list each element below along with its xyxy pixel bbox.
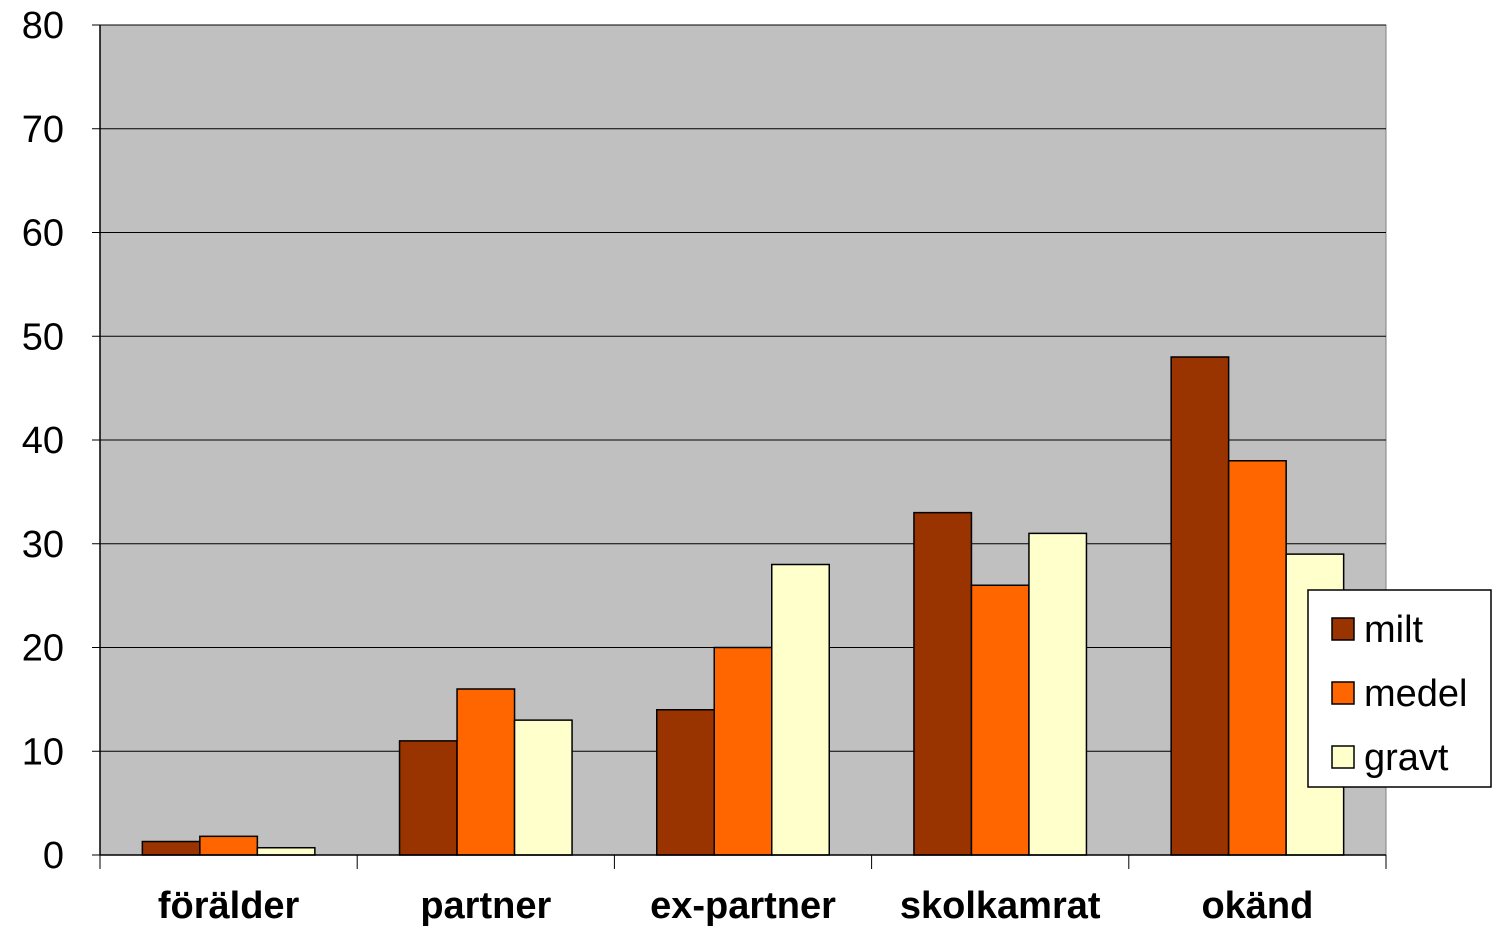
x-category-label: förälder bbox=[158, 885, 300, 927]
y-tick-label: 0 bbox=[43, 835, 64, 877]
bar-medel-2 bbox=[713, 646, 773, 856]
y-tick-label: 60 bbox=[22, 213, 64, 255]
y-tick-label: 50 bbox=[22, 316, 64, 358]
legend-swatch-gravt bbox=[1331, 745, 1355, 769]
bar-medel-0 bbox=[199, 835, 259, 856]
legend: milt medel gravt bbox=[1307, 589, 1492, 788]
bars bbox=[141, 356, 1345, 856]
x-category-label: partner bbox=[420, 885, 551, 927]
x-category-label: skolkamrat bbox=[900, 885, 1101, 927]
y-tick-label: 20 bbox=[22, 628, 64, 670]
bar-milt-3 bbox=[913, 511, 973, 856]
y-tick-label: 70 bbox=[22, 109, 64, 151]
y-tick-label: 10 bbox=[22, 731, 64, 773]
bar-medel-4 bbox=[1227, 460, 1287, 856]
bar-medel-3 bbox=[970, 584, 1030, 856]
bar-milt-1 bbox=[398, 740, 458, 856]
x-axis: förälder partner ex-partner skolkamrat okänd bbox=[99, 25, 1387, 927]
legend-label-medel: medel bbox=[1364, 673, 1468, 715]
bar-milt-4 bbox=[1170, 356, 1230, 856]
bar-medel-1 bbox=[456, 688, 516, 856]
bar-milt-2 bbox=[656, 709, 715, 856]
bar-gravt-1 bbox=[513, 719, 573, 856]
bar-gravt-2 bbox=[771, 563, 830, 856]
bar-gravt-3 bbox=[1028, 532, 1088, 856]
y-axis-ticks: 0 10 20 30 40 50 60 70 80 bbox=[22, 5, 100, 877]
bar-gravt-0 bbox=[256, 846, 316, 856]
legend-swatch-milt bbox=[1331, 617, 1355, 641]
y-tick-label: 40 bbox=[22, 420, 64, 462]
x-category-label: ex-partner bbox=[650, 885, 836, 927]
bar-milt-0 bbox=[141, 840, 201, 856]
legend-label-milt: milt bbox=[1364, 609, 1424, 651]
legend-label-gravt: gravt bbox=[1364, 737, 1449, 779]
y-tick-label: 30 bbox=[22, 524, 64, 566]
x-category-label: okänd bbox=[1201, 885, 1313, 927]
y-tick-label: 80 bbox=[22, 5, 64, 47]
legend-swatch-medel bbox=[1331, 681, 1355, 705]
